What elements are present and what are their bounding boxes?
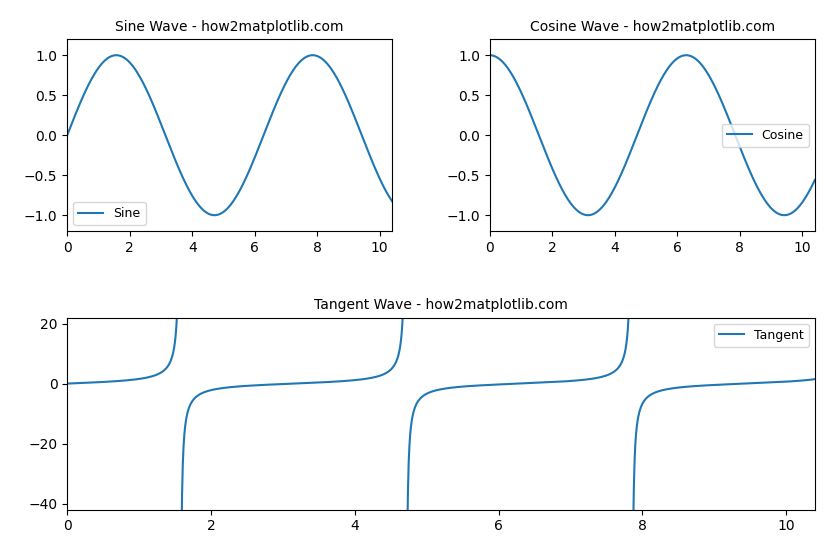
Cosine <box>802 190 812 197</box>
Tangent <box>815 375 825 382</box>
Title: Sine Wave - how2matplotlib.com: Sine Wave - how2matplotlib.com <box>115 20 344 34</box>
Sine <box>390 201 400 208</box>
Tangent <box>343 377 353 384</box>
Tangent <box>510 380 520 387</box>
Tangent <box>212 386 222 393</box>
Sine <box>209 212 219 218</box>
Sine <box>320 58 330 65</box>
Cosine <box>743 162 753 169</box>
Tangent <box>314 379 324 386</box>
Sine <box>380 186 390 193</box>
Cosine <box>583 212 593 218</box>
Title: Cosine Wave - how2matplotlib.com: Cosine Wave - how2matplotlib.com <box>530 20 774 34</box>
Legend: Tangent: Tangent <box>714 324 809 347</box>
Cosine <box>635 123 645 130</box>
Line: Cosine: Cosine <box>490 55 817 215</box>
Tangent <box>137 375 147 382</box>
Cosine <box>644 102 654 109</box>
Line: Tangent: Tangent <box>67 0 820 560</box>
Sine <box>79 91 89 98</box>
Sine <box>111 52 121 59</box>
Cosine <box>501 63 512 69</box>
Tangent <box>62 380 72 387</box>
Sine <box>62 132 72 138</box>
Title: Tangent Wave - how2matplotlib.com: Tangent Wave - how2matplotlib.com <box>314 298 568 312</box>
Sine <box>381 186 391 193</box>
Sine <box>222 206 232 213</box>
Cosine <box>802 191 812 198</box>
Sine <box>213 211 223 218</box>
Legend: Sine: Sine <box>73 202 145 225</box>
Cosine <box>485 52 495 59</box>
Tangent <box>425 389 435 396</box>
Cosine <box>812 172 822 179</box>
Line: Sine: Sine <box>67 55 395 215</box>
Legend: Cosine: Cosine <box>722 124 809 147</box>
